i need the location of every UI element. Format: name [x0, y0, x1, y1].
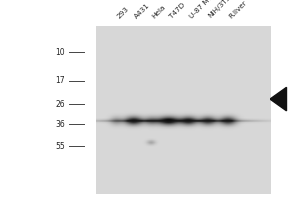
Text: 10: 10 [56, 48, 65, 57]
Polygon shape [270, 87, 286, 111]
Text: NIH/3T3: NIH/3T3 [207, 0, 232, 19]
Text: A431: A431 [134, 2, 151, 19]
Text: T47D: T47D [168, 1, 186, 19]
Text: 36: 36 [56, 120, 65, 129]
Text: 17: 17 [56, 76, 65, 85]
Text: 55: 55 [56, 142, 65, 151]
Text: Hela: Hela [151, 3, 167, 19]
Text: 293: 293 [116, 5, 130, 19]
Text: 26: 26 [56, 100, 65, 109]
Text: R.liver: R.liver [227, 0, 248, 19]
Text: U-87 MG: U-87 MG [188, 0, 214, 19]
